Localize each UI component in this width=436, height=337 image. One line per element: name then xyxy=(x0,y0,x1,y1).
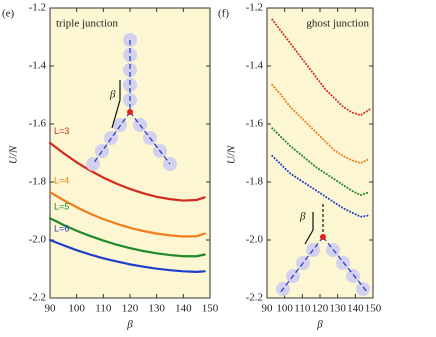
x-tick-label: 130 xyxy=(329,303,346,315)
series-line xyxy=(271,83,371,165)
diagram-label: β xyxy=(109,89,116,101)
x-tick-label: 90 xyxy=(45,303,57,315)
annotation: triple junction xyxy=(56,18,119,30)
x-tick-label: 120 xyxy=(122,303,139,315)
series-line xyxy=(48,217,206,258)
series-line xyxy=(271,18,371,117)
x-tick-label: 100 xyxy=(276,303,293,315)
y-tick-label: -1.8 xyxy=(246,176,264,188)
y-tick-label: -1.2 xyxy=(29,2,46,14)
series-line xyxy=(48,141,206,202)
annotation: ghost junction xyxy=(306,18,369,30)
x-tick-label: 140 xyxy=(175,303,192,315)
series-label: L=5 xyxy=(54,202,69,212)
x-axis-label: β xyxy=(316,319,323,331)
molecule-diagram: β xyxy=(86,33,177,171)
y-tick-label: -1.6 xyxy=(29,118,47,130)
x-tick-label: 90 xyxy=(262,303,274,315)
x-tick-label: 150 xyxy=(202,303,219,315)
plot-area xyxy=(266,7,374,299)
series-label: L=4 xyxy=(54,176,69,186)
y-tick-label: -1.8 xyxy=(29,176,47,188)
series-line xyxy=(271,154,371,218)
x-tick-label: 140 xyxy=(347,303,364,315)
x-tick-label: 110 xyxy=(294,303,311,315)
y-tick-label: -2.0 xyxy=(29,234,47,246)
y-tick-label: -2.2 xyxy=(29,292,46,304)
molecule-diagram: β xyxy=(276,203,370,296)
y-tick-label: -2.0 xyxy=(246,234,264,246)
series-line xyxy=(271,127,371,197)
y-tick-label: -1.4 xyxy=(29,60,47,72)
x-tick-label: 150 xyxy=(365,303,382,315)
y-axis-label: U/N xyxy=(8,145,20,164)
panel-label: (f) xyxy=(218,8,229,20)
series-line xyxy=(48,191,206,238)
y-tick-label: -1.6 xyxy=(246,118,264,130)
x-tick-label: 100 xyxy=(68,303,85,315)
y-tick-label: -1.4 xyxy=(246,60,264,72)
panel-label: (e) xyxy=(2,8,15,20)
x-axis-label: β xyxy=(126,319,133,331)
y-tick-label: -1.2 xyxy=(246,2,263,14)
diagram-label: β xyxy=(299,211,306,223)
x-tick-label: 120 xyxy=(312,303,329,315)
y-tick-label: -2.2 xyxy=(246,292,263,304)
y-axis-label: U/N xyxy=(226,145,238,164)
series-label: L=3 xyxy=(54,126,69,136)
x-tick-label: 110 xyxy=(95,303,112,315)
x-tick-label: 130 xyxy=(148,303,165,315)
series-label: L=6 xyxy=(54,223,69,233)
series-line xyxy=(48,238,206,274)
